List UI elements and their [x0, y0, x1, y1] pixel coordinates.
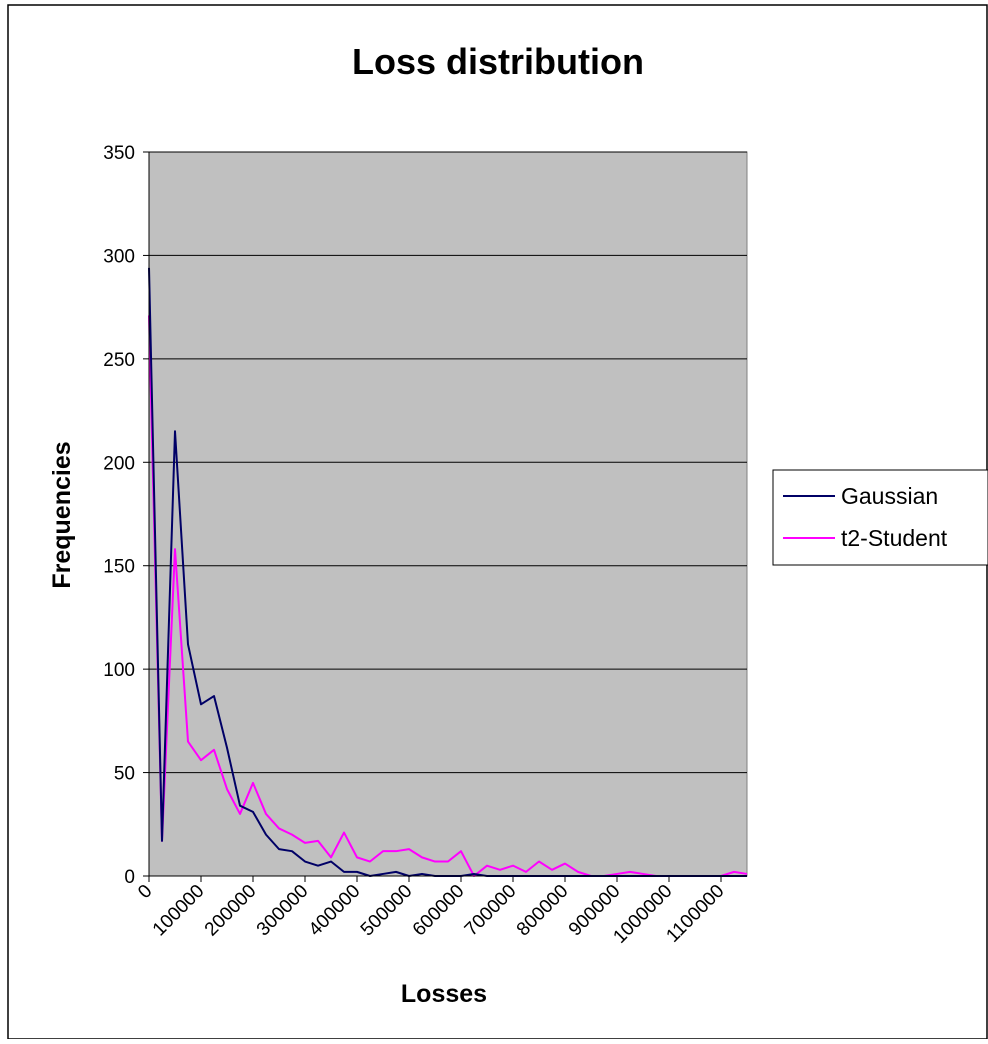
y-axis-ticks: 0 50 100 150 200 250 300 350	[103, 143, 149, 888]
y-tick-label: 350	[103, 143, 135, 164]
series-line-t2-student	[148, 315, 748, 877]
y-axis-title: Frequencies	[48, 441, 76, 588]
y-tick-label: 200	[103, 453, 135, 474]
y-tick-label: 150	[103, 557, 135, 578]
y-tick-label: 50	[114, 764, 135, 785]
y-tick-label: 0	[124, 867, 135, 888]
chart-title: Loss distribution	[352, 41, 644, 82]
y-tick-label: 100	[103, 660, 135, 681]
legend-label-gaussian: Gaussian	[841, 483, 938, 509]
legend-box	[772, 469, 988, 566]
plot-area	[148, 151, 748, 877]
legend: Gaussian t2-Student	[772, 469, 988, 566]
legend-label-t2-student: t2-Student	[841, 525, 948, 551]
gridlines	[149, 151, 747, 774]
y-tick-label: 250	[103, 350, 135, 371]
y-tick-label: 300	[103, 246, 135, 267]
x-axis-title: Losses	[401, 980, 487, 1008]
